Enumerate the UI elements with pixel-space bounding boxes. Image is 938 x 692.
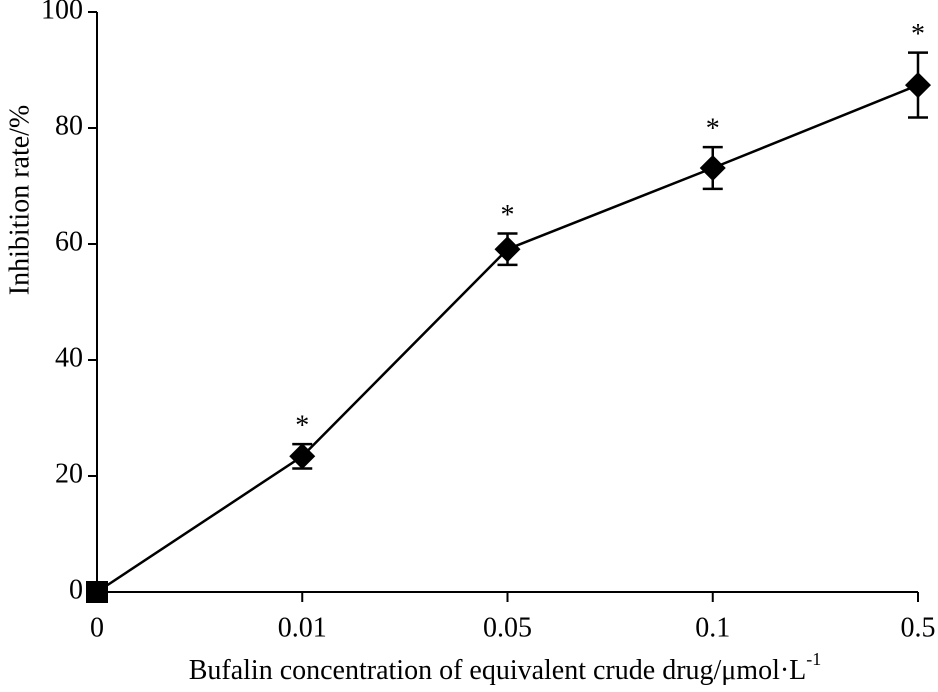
significance-marker: * [911, 19, 925, 50]
y-tick-label: 0 [69, 574, 83, 605]
diamond-marker [494, 236, 521, 263]
y-tick-label: 20 [55, 458, 83, 489]
diamond-marker [699, 155, 726, 182]
y-tick-label: 80 [55, 110, 83, 141]
diamond-marker [905, 72, 931, 99]
x-tick-label: 0.01 [278, 612, 327, 643]
x-tick-label: 0.5 [901, 612, 936, 643]
y-tick-label: 60 [55, 226, 83, 257]
significance-marker: * [706, 114, 720, 145]
x-axis-label-main: Bufalin concentration of equivalent crud… [189, 655, 807, 686]
square-marker [86, 581, 108, 603]
significance-marker: * [295, 411, 309, 442]
y-tick-label: 100 [41, 0, 83, 25]
x-tick-label: 0.1 [695, 612, 730, 643]
x-tick-label: 0 [90, 612, 104, 643]
x-tick-label: 0.05 [483, 612, 532, 643]
y-axis-label: Inhibition rate/% [4, 105, 35, 296]
x-axis-label-superscript: -1 [806, 649, 821, 669]
data-line [96, 83, 919, 594]
diamond-marker [289, 443, 316, 470]
y-tick-label: 40 [55, 342, 83, 373]
significance-marker: * [501, 200, 515, 231]
x-axis-label: Bufalin concentration of equivalent crud… [189, 649, 822, 686]
